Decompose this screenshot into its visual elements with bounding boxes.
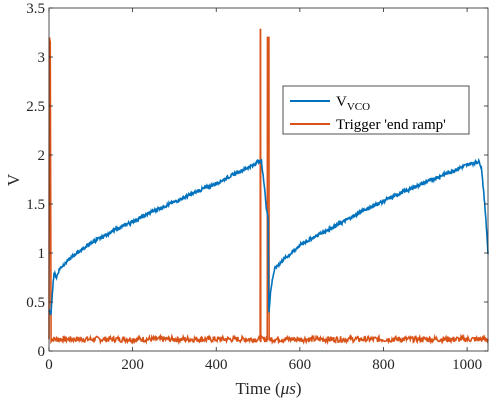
legend-label-vco: VVCO xyxy=(336,94,370,113)
x-axis-unit: μs xyxy=(280,379,297,398)
x-axis-label: Time (μs) xyxy=(235,379,301,398)
y-tick-label: 2.5 xyxy=(26,99,45,115)
x-tick-label: 0 xyxy=(45,357,53,373)
ticks-layer: 0 200 400 600 800 1000 0 0.5 1 1.5 2 2.5 3 3.5 xyxy=(26,1,488,373)
series-layer xyxy=(48,28,489,346)
y-tick-label: 3 xyxy=(38,50,46,66)
x-tick-label: 1000 xyxy=(452,357,482,373)
y-tick-label: 3.5 xyxy=(26,1,45,17)
legend: VVCO Trigger 'end ramp' xyxy=(282,85,470,135)
series-line-vco xyxy=(48,157,489,316)
x-tick-label: 800 xyxy=(372,357,395,373)
legend-label-trigger: Trigger 'end ramp' xyxy=(336,117,446,133)
y-axis-label: V xyxy=(4,173,23,186)
y-tick-label: 2 xyxy=(38,148,46,164)
y-tick-label: 0.5 xyxy=(26,295,45,311)
y-tick-label: 0 xyxy=(38,344,46,360)
series-line-trigger xyxy=(48,28,489,346)
x-tick-label: 600 xyxy=(289,357,312,373)
y-tick-label: 1 xyxy=(38,246,46,262)
legend-box xyxy=(282,85,470,135)
x-tick-label: 400 xyxy=(205,357,228,373)
x-tick-label: 200 xyxy=(121,357,144,373)
y-tick-label: 1.5 xyxy=(26,197,45,213)
plot-border xyxy=(48,7,489,352)
